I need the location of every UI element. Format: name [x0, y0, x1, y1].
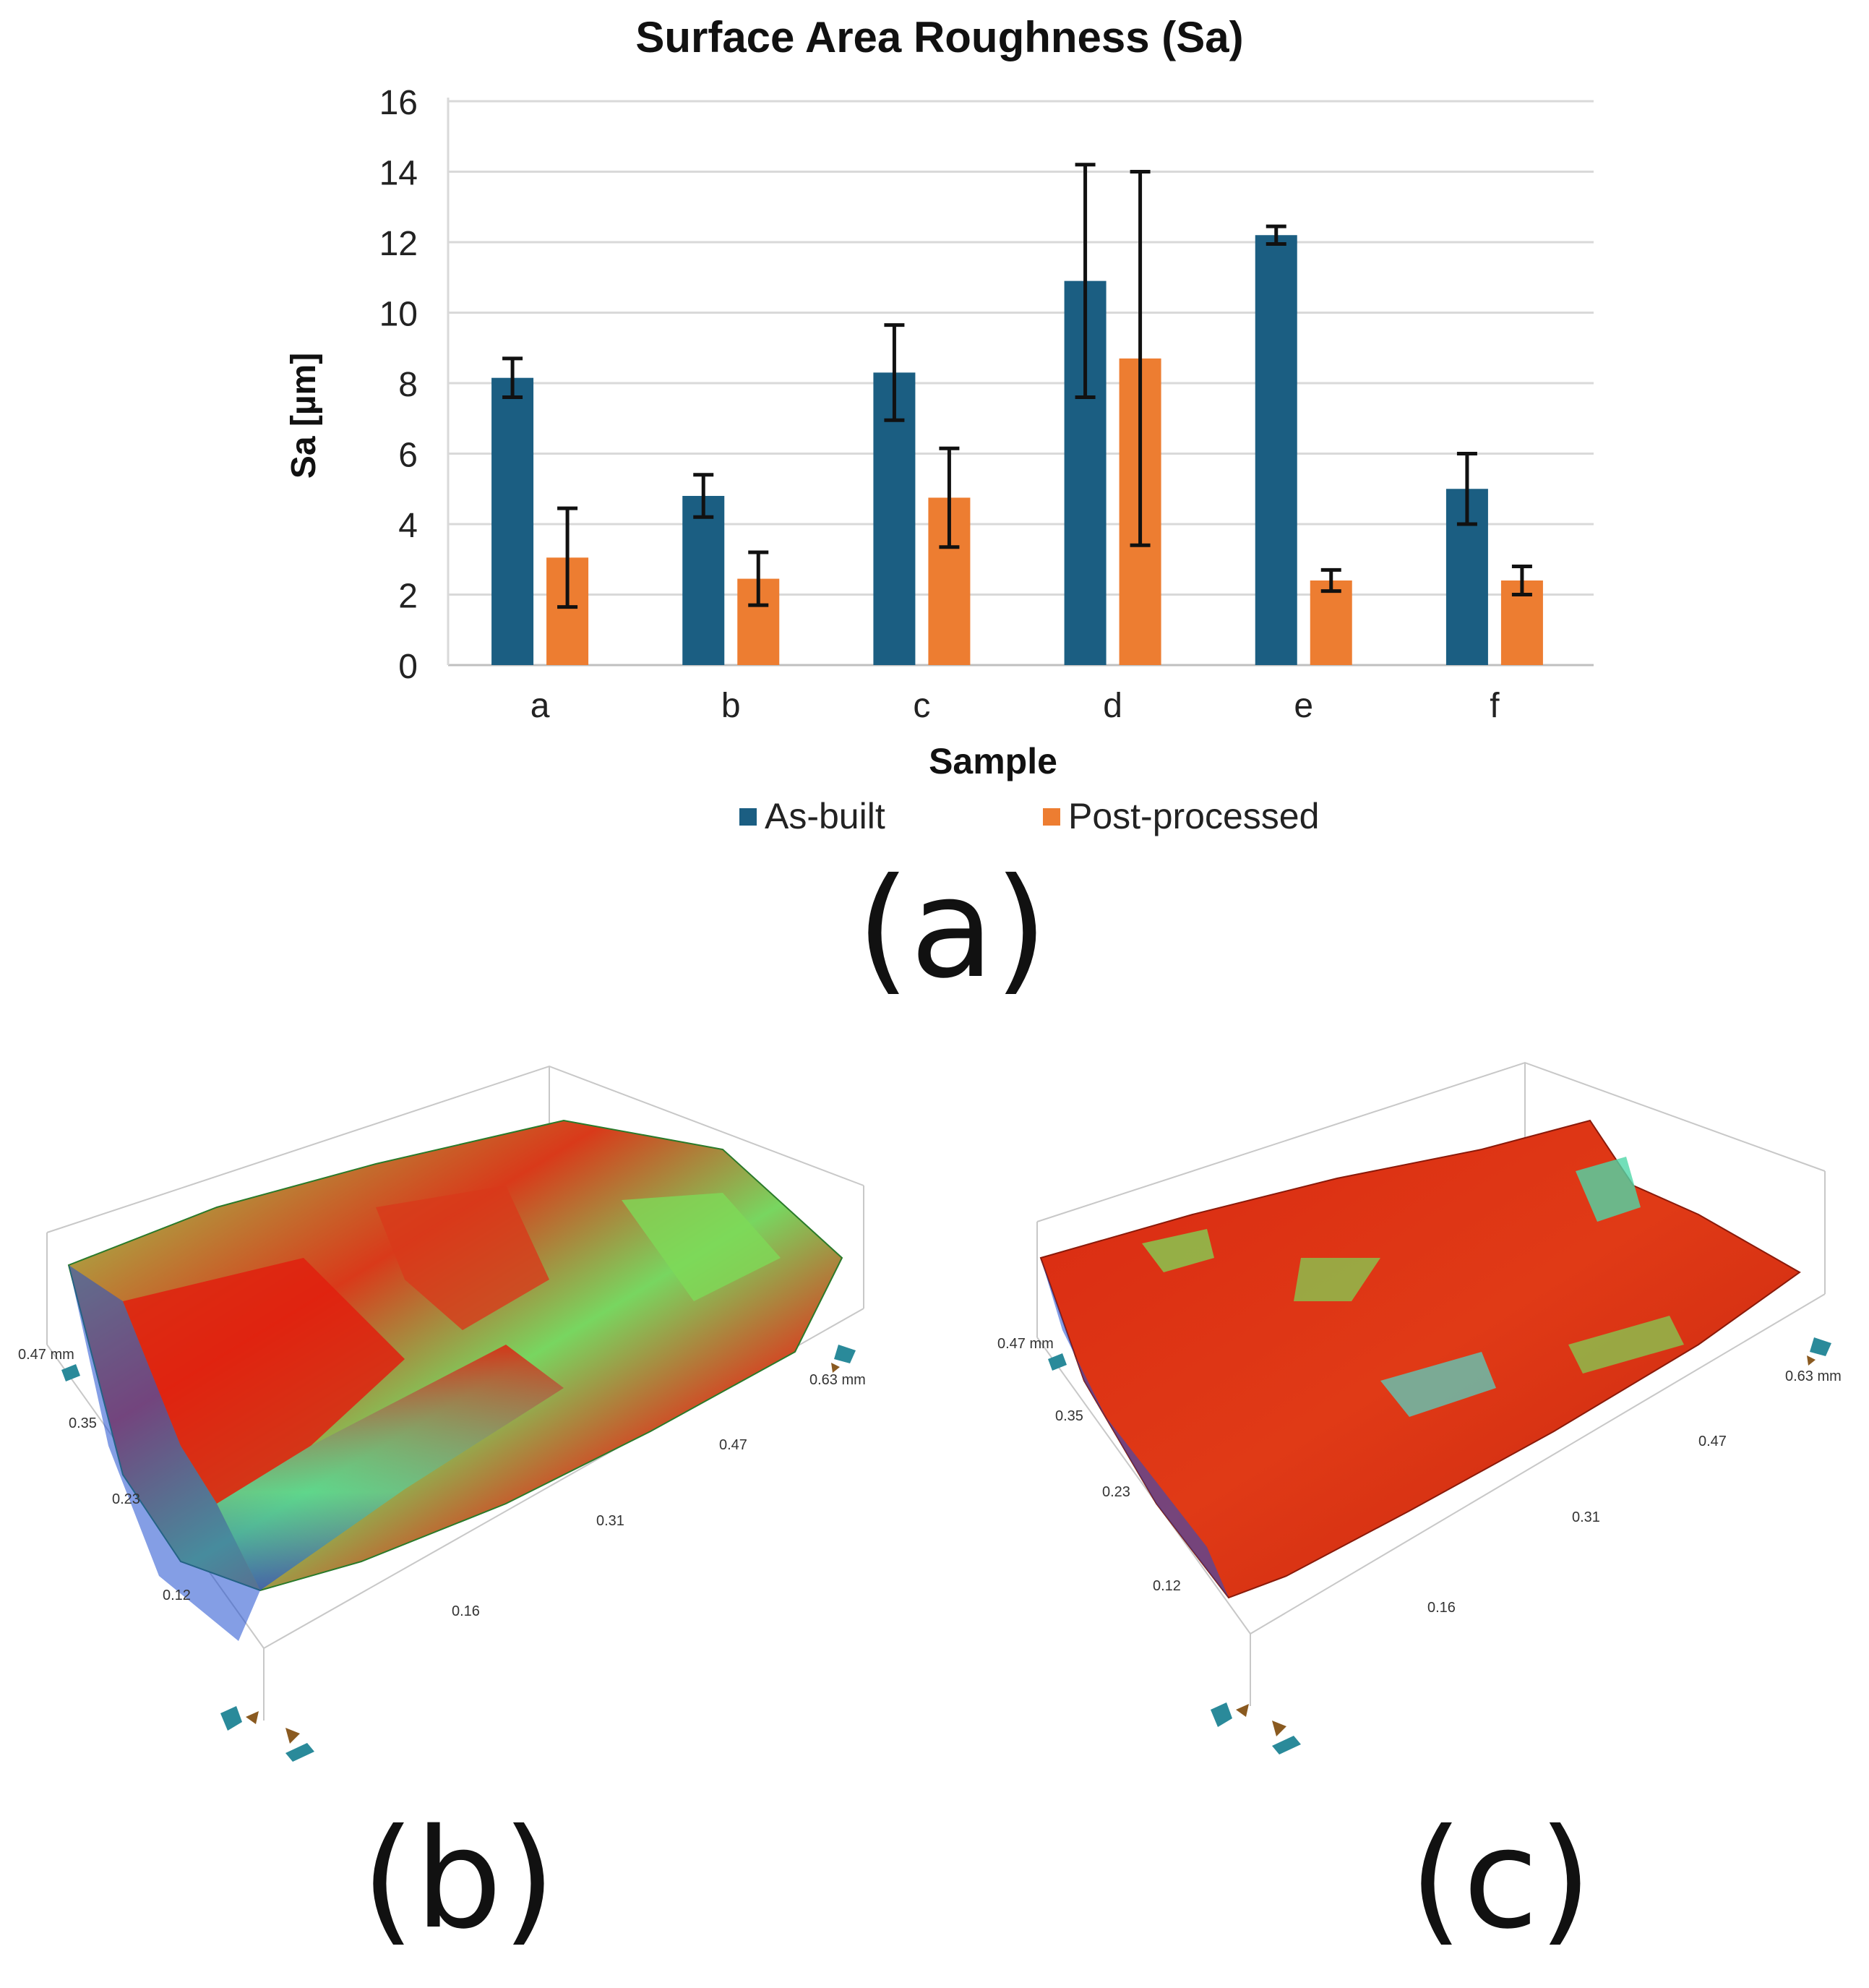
x-tick-label: b	[721, 687, 741, 725]
x-tick-label: a	[530, 687, 550, 725]
x-axis-label: Sample	[929, 741, 1057, 781]
legend-swatch-as-built	[739, 808, 757, 826]
error-bar-post-processed-a	[557, 506, 578, 609]
x-tick-label: 0.47	[719, 1437, 747, 1453]
x-tick-labels: a b c d e f	[530, 687, 1500, 725]
y-tick-label: 0.12	[163, 1588, 191, 1603]
y-axis-max-label: 0.47 mm	[997, 1336, 1054, 1352]
x-tick-label: 0.31	[596, 1513, 624, 1529]
y-tick-label: 0.23	[112, 1491, 140, 1507]
bar-as-built-e	[1255, 235, 1297, 665]
gridlines	[447, 98, 1594, 667]
bars	[491, 235, 1543, 665]
bar-as-built-b	[682, 496, 725, 665]
y-tick-label: 0	[398, 648, 418, 686]
error-bar-as-built-c	[884, 323, 905, 422]
y-tick-label: 6	[398, 437, 418, 475]
error-bars	[502, 163, 1532, 609]
y-tick-label: 14	[379, 155, 418, 193]
surface-plot-as-built: 0.47 mm 0.35 0.23 0.12 0.63 mm 0.47 0.31…	[18, 1065, 866, 1762]
bar-as-built-a	[491, 377, 534, 665]
surface-axis-labels: 0.47 mm 0.35 0.23 0.12 0.63 mm 0.47 0.31…	[18, 1347, 866, 1619]
y-tick-label: 2	[398, 578, 418, 616]
x-axis-max-label: 0.63 mm	[1785, 1368, 1842, 1384]
x-tick-label: d	[1103, 687, 1122, 725]
y-axis-max-label: 0.47 mm	[18, 1347, 74, 1363]
surface-plot-post-processed: 0.47 mm 0.35 0.23 0.12 0.63 mm 0.47 0.31…	[997, 1061, 1842, 1755]
y-rotation-handle-icon[interactable]	[1048, 1353, 1067, 1371]
error-bar-post-processed-c	[939, 446, 960, 549]
legend-swatch-post-processed	[1043, 808, 1060, 826]
y-tick-label: 16	[379, 84, 418, 122]
error-bar-as-built-a	[502, 356, 523, 399]
error-bar-post-processed-e	[1320, 567, 1341, 594]
y-axis-label: Sa [µm]	[285, 353, 323, 479]
error-bar-as-built-e	[1266, 224, 1286, 246]
y-tick-label: 0.23	[1102, 1484, 1130, 1500]
error-bar-as-built-f	[1456, 452, 1477, 526]
panel-label-a: (a)	[856, 849, 1048, 1008]
x-rotation-handle-icon[interactable]	[1807, 1337, 1831, 1366]
chart-title: Surface Area Roughness (Sa)	[635, 13, 1243, 61]
surface-axis-labels: 0.47 mm 0.35 0.23 0.12 0.63 mm 0.47 0.31…	[997, 1336, 1842, 1616]
legend-label-post-processed: Post-processed	[1068, 796, 1319, 836]
error-bar-as-built-b	[693, 473, 714, 519]
error-bar-post-processed-b	[748, 550, 769, 607]
roughness-bar-chart: Surface Area Roughness (Sa) 0 2 4 6 8 10 12 14 1…	[285, 13, 1594, 836]
legend: As-built Post-processed	[739, 796, 1319, 836]
surface-mesh	[1039, 1119, 1801, 1599]
surface-mesh	[67, 1119, 843, 1641]
x-tick-label: 0.31	[1572, 1509, 1600, 1525]
bar-post-processed-e	[1310, 580, 1352, 665]
y-tick-label: 0.35	[69, 1415, 97, 1431]
x-tick-label: e	[1294, 687, 1313, 725]
error-bar-as-built-d	[1075, 163, 1096, 399]
x-tick-label: 0.16	[452, 1603, 480, 1619]
rotation-handle-icon[interactable]	[220, 1706, 314, 1762]
y-tick-label: 0.35	[1055, 1408, 1083, 1424]
y-rotation-handle-icon[interactable]	[61, 1364, 80, 1381]
x-tick-label: 0.47	[1698, 1434, 1727, 1449]
error-bar-post-processed-d	[1130, 170, 1151, 547]
y-tick-label: 4	[398, 507, 418, 545]
x-tick-label: 0.16	[1427, 1600, 1456, 1616]
x-tick-label: c	[913, 687, 930, 725]
y-tick-label: 12	[379, 225, 418, 263]
y-tick-labels: 0 2 4 6 8 10 12 14 16	[379, 84, 418, 686]
error-bar-post-processed-f	[1511, 565, 1532, 596]
rotation-handle-icon[interactable]	[1211, 1702, 1301, 1755]
legend-label-as-built: As-built	[765, 796, 885, 836]
panel-label-c: (c)	[1409, 1799, 1592, 1959]
y-tick-label: 10	[379, 296, 418, 334]
x-rotation-handle-icon[interactable]	[831, 1345, 856, 1373]
panel-label-b: (b)	[361, 1799, 556, 1959]
y-tick-label: 0.12	[1153, 1578, 1181, 1594]
y-tick-label: 8	[398, 366, 418, 404]
x-tick-label: f	[1490, 687, 1500, 725]
x-axis-max-label: 0.63 mm	[809, 1372, 866, 1388]
